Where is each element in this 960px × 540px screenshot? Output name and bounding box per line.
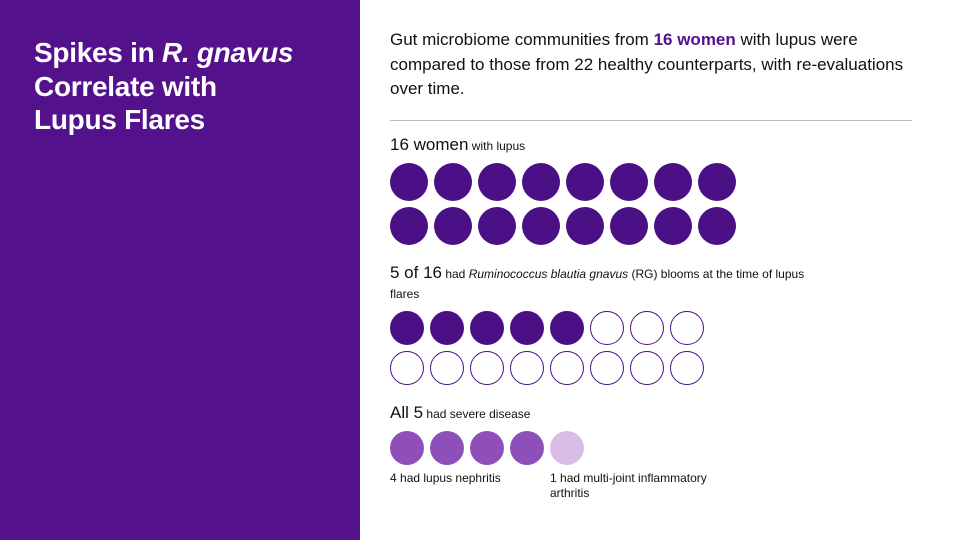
dot-icon (670, 311, 704, 345)
dot-icon (522, 207, 560, 245)
dot-icon (590, 351, 624, 385)
footnote-a-n: 4 (390, 471, 397, 485)
section1-heading: 16 women with lupus (390, 135, 912, 155)
section-5-of-16: 5 of 16 had Ruminococcus blautia gnavus … (390, 263, 912, 385)
dot-icon (550, 431, 584, 465)
section2-head-ital: Ruminococcus blautia gnavus (469, 267, 628, 281)
dot-icon (470, 431, 504, 465)
dot-icon (698, 163, 736, 201)
intro-text: Gut microbiome communities from 16 women… (390, 28, 912, 120)
dot-icon (522, 163, 560, 201)
section1-head-big: 16 women (390, 135, 468, 154)
dot-icon (470, 351, 504, 385)
dot-row (390, 351, 912, 385)
dot-icon (510, 311, 544, 345)
dot-icon (430, 311, 464, 345)
dot-icon (590, 311, 624, 345)
title-italic: R. gnavus (162, 37, 293, 68)
dot-icon (390, 431, 424, 465)
section-16-women: 16 women with lupus (390, 135, 912, 245)
infographic-root: Spikes in R. gnavus Correlate with Lupus… (0, 0, 960, 540)
dot-icon (434, 207, 472, 245)
section3-footnotes: 4 had lupus nephritis 1 had multi-joint … (390, 471, 912, 501)
dot-icon (654, 207, 692, 245)
dot-icon (566, 163, 604, 201)
section1-dotgrid (390, 163, 912, 245)
dot-icon (566, 207, 604, 245)
dot-icon (550, 311, 584, 345)
dot-icon (478, 163, 516, 201)
footnote-nephritis: 4 had lupus nephritis (390, 471, 550, 501)
dot-icon (670, 351, 704, 385)
main-title: Spikes in R. gnavus Correlate with Lupus… (34, 36, 326, 137)
dot-icon (510, 351, 544, 385)
title-text-3: Lupus Flares (34, 104, 205, 135)
dot-row (390, 207, 912, 245)
dot-icon (610, 207, 648, 245)
dot-icon (654, 163, 692, 201)
section2-dotgrid (390, 311, 912, 385)
section3-heading: All 5 had severe disease (390, 403, 912, 423)
dot-row (390, 311, 912, 345)
title-panel: Spikes in R. gnavus Correlate with Lupus… (0, 0, 360, 540)
content-panel: Gut microbiome communities from 16 women… (360, 0, 960, 540)
dot-icon (390, 311, 424, 345)
divider (390, 120, 912, 121)
dot-row (390, 431, 912, 465)
section1-head-small: with lupus (468, 139, 525, 153)
dot-icon (630, 351, 664, 385)
dot-icon (610, 163, 648, 201)
dot-icon (390, 163, 428, 201)
dot-icon (510, 431, 544, 465)
dot-icon (390, 207, 428, 245)
dot-row (390, 163, 912, 201)
dot-icon (430, 431, 464, 465)
dot-icon (478, 207, 516, 245)
title-text-2: Correlate with (34, 71, 217, 102)
footnote-b-text: had multi-joint inflammatory arthritis (550, 471, 707, 500)
footnote-b-n: 1 (550, 471, 557, 485)
intro-bold: 16 women (654, 30, 736, 49)
dot-icon (430, 351, 464, 385)
dot-icon (630, 311, 664, 345)
dot-icon (550, 351, 584, 385)
dot-icon (470, 311, 504, 345)
footnote-a-text: had lupus nephritis (397, 471, 501, 485)
intro-pre: Gut microbiome communities from (390, 30, 654, 49)
section2-head-a: had (442, 267, 469, 281)
section3-dotgrid (390, 431, 912, 465)
dot-icon (390, 351, 424, 385)
section3-head-small: had severe disease (423, 407, 530, 421)
dot-icon (698, 207, 736, 245)
section2-heading: 5 of 16 had Ruminococcus blautia gnavus … (390, 263, 810, 303)
dot-icon (434, 163, 472, 201)
section3-head-big: All 5 (390, 403, 423, 422)
section-all-5: All 5 had severe disease 4 had lupus nep… (390, 403, 912, 501)
footnote-arthritis: 1 had multi-joint inflammatory arthritis (550, 471, 720, 501)
section2-head-big: 5 of 16 (390, 263, 442, 282)
title-text-1: Spikes in (34, 37, 162, 68)
